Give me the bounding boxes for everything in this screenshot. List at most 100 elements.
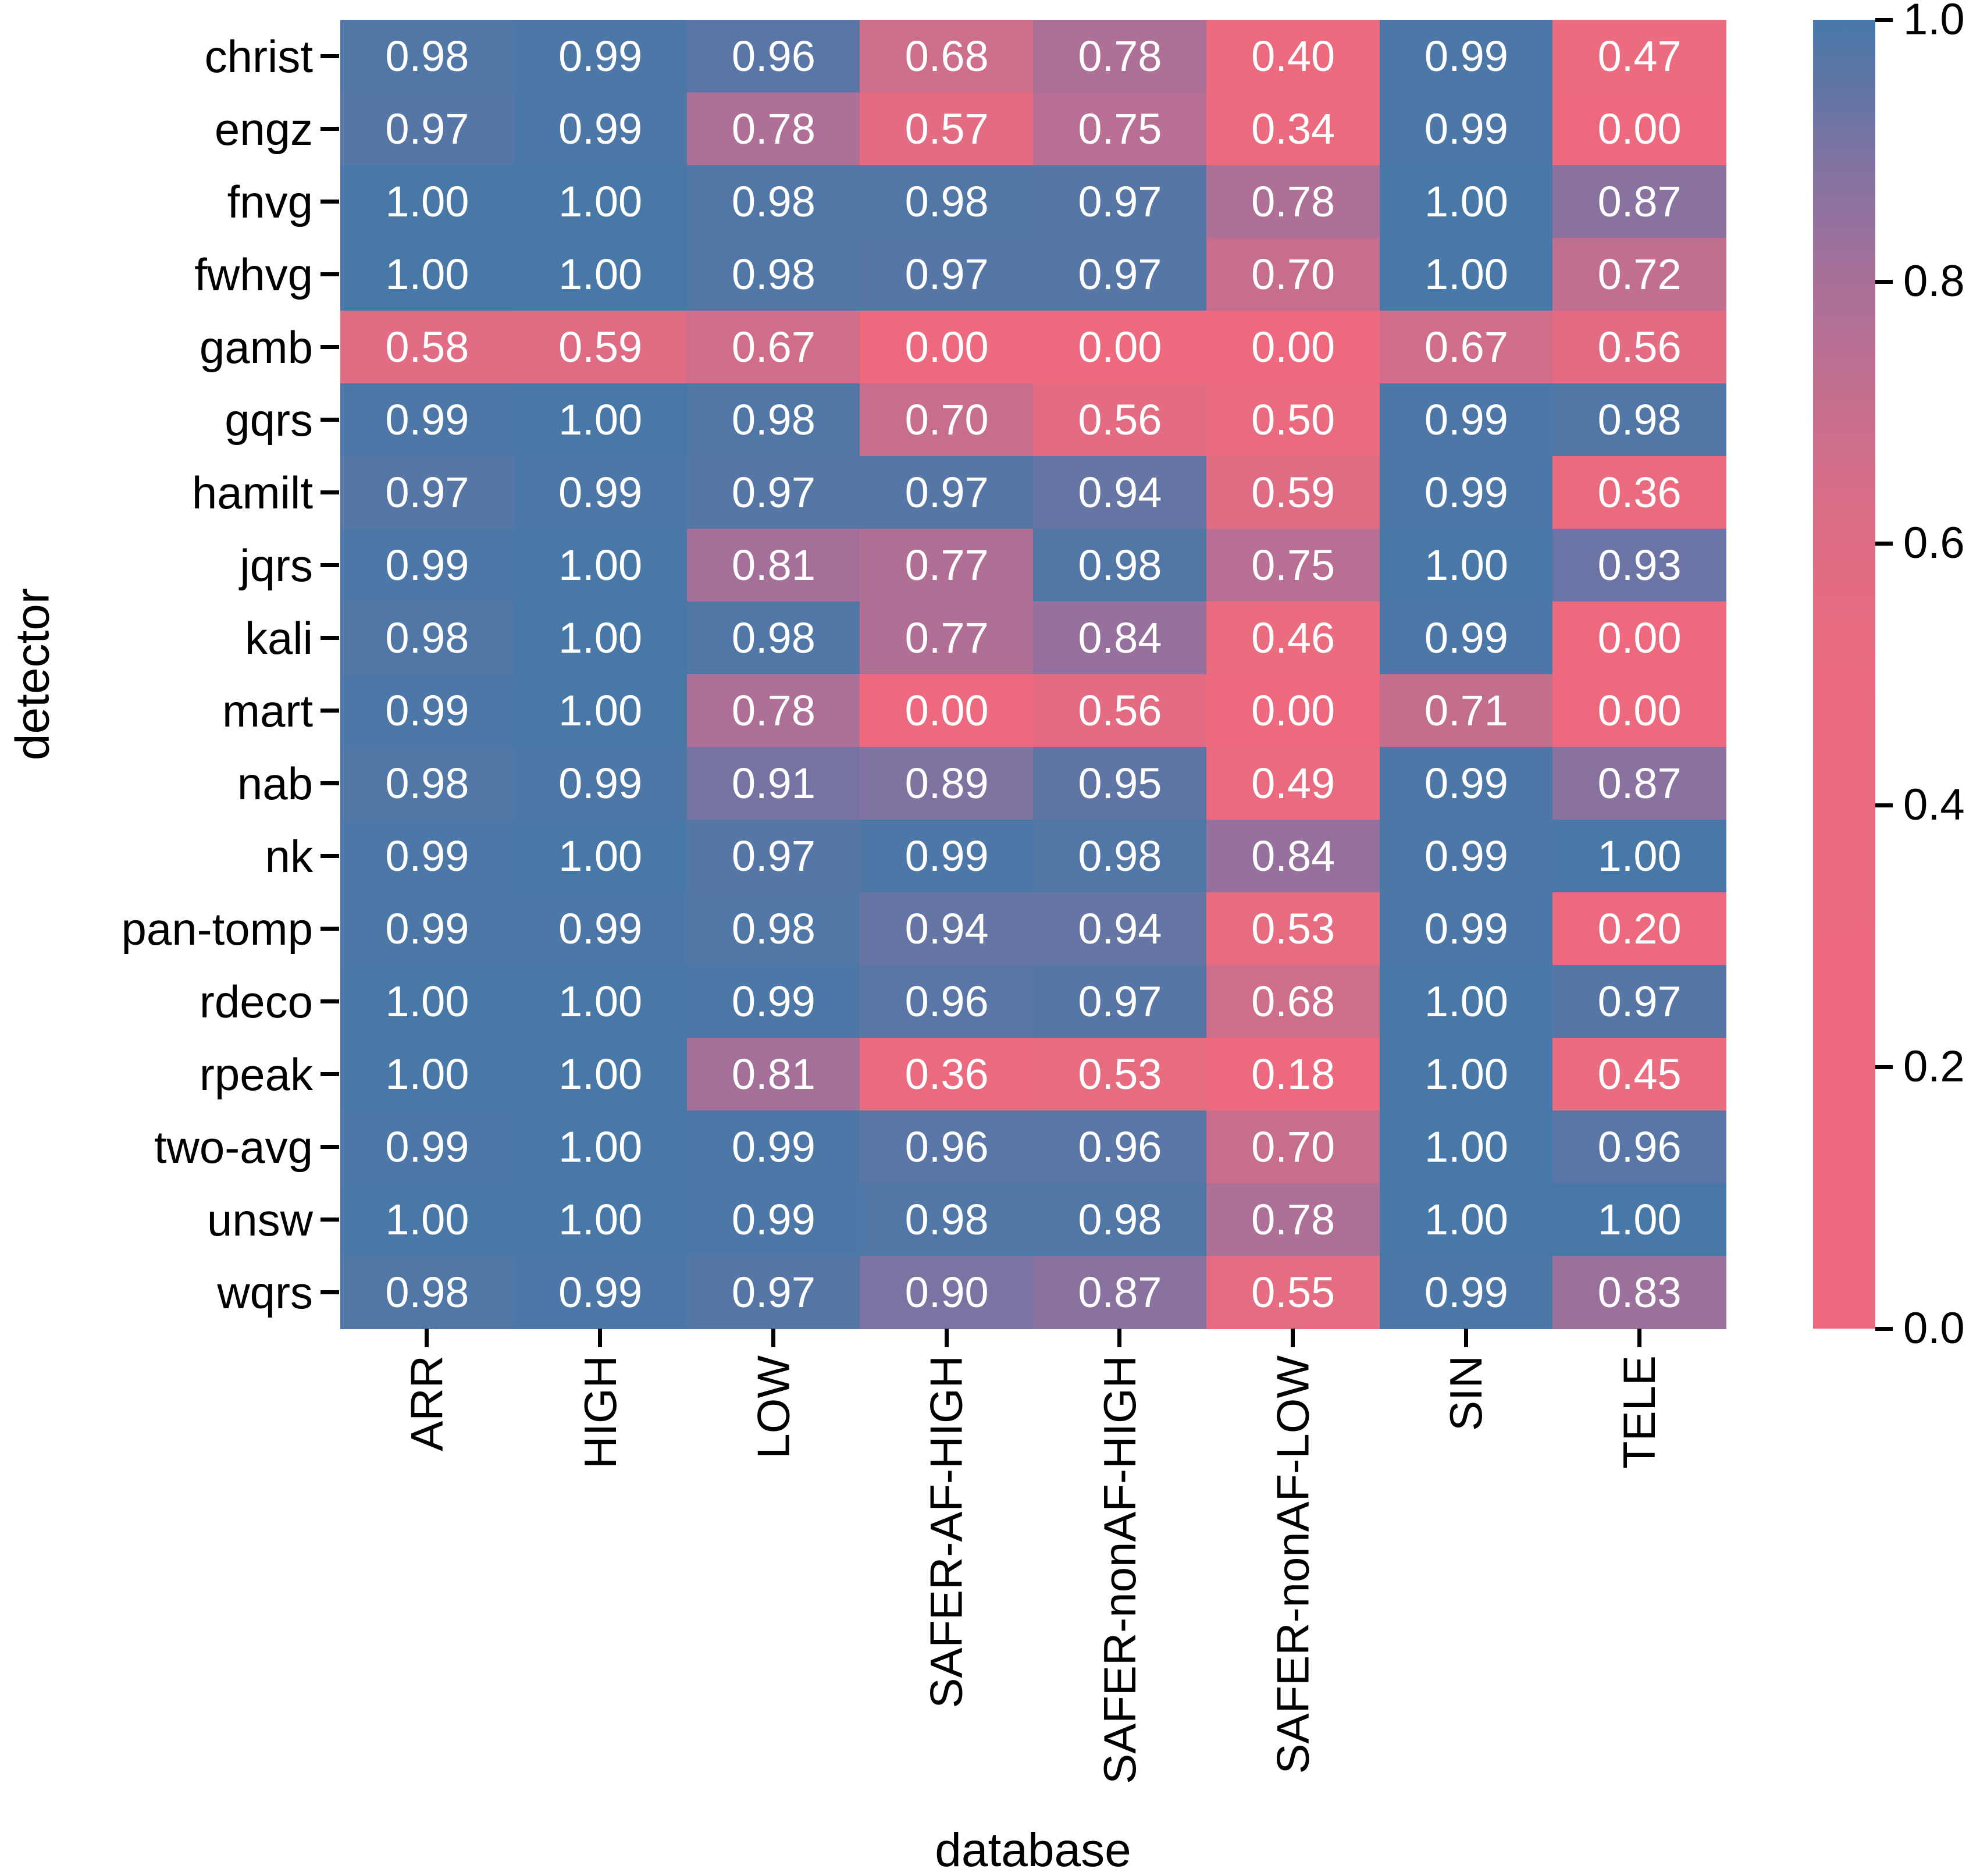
cell-value: 1.00	[558, 1050, 643, 1098]
cell-value: 0.84	[1251, 832, 1336, 880]
cell-value: 0.90	[904, 1268, 989, 1316]
heatmap-cell: 0.99	[686, 965, 861, 1038]
colorbar-tick-label: 0.8	[1903, 257, 1965, 306]
x-tick-mark	[944, 1329, 949, 1347]
cell-value: 0.70	[904, 396, 989, 444]
heatmap-cell: 0.59	[1206, 456, 1380, 529]
heatmap-cell: 0.20	[1552, 892, 1726, 966]
cell-value: 0.99	[1424, 832, 1508, 880]
cell-value: 0.99	[904, 832, 989, 880]
heatmap-cell: 1.00	[1379, 1183, 1554, 1256]
colorbar-tick-mark	[1875, 1065, 1893, 1069]
cell-value: 1.00	[1424, 250, 1508, 298]
cell-value: 0.98	[731, 905, 815, 953]
heatmap-cell: 0.97	[1033, 165, 1207, 238]
heatmap-cell: 1.00	[1552, 1183, 1726, 1256]
cell-value: 0.99	[558, 759, 643, 807]
y-tick-mark	[320, 1145, 339, 1149]
heatmap-cell: 0.98	[340, 20, 514, 93]
colorbar-tick-mark	[1875, 17, 1893, 22]
cell-value: 0.98	[385, 759, 469, 807]
cell-value: 0.99	[385, 905, 469, 953]
heatmap-cell: 0.70	[1206, 238, 1380, 311]
cell-value: 1.00	[1424, 1195, 1508, 1244]
cell-value: 0.83	[1597, 1268, 1682, 1316]
heatmap-cell: 0.99	[686, 1110, 861, 1184]
y-tick-mark	[320, 854, 339, 858]
heatmap-cell: 0.96	[686, 20, 861, 93]
cell-value: 0.98	[385, 32, 469, 80]
heatmap-cell: 0.53	[1206, 892, 1380, 966]
cell-value: 0.99	[1424, 759, 1508, 807]
heatmap-cell: 0.93	[1552, 529, 1726, 602]
cell-value: 0.99	[558, 468, 643, 517]
heatmap-cell: 0.95	[1033, 747, 1207, 820]
heatmap-cell: 0.97	[686, 1256, 861, 1329]
colorbar-tick-mark	[1875, 279, 1893, 284]
cell-value: 0.99	[385, 832, 469, 880]
heatmap-cell: 0.36	[1552, 456, 1726, 529]
colorbar-tick-label: 0.2	[1903, 1042, 1965, 1091]
heatmap-cell: 0.53	[1033, 1038, 1207, 1111]
heatmap-cell: 0.99	[1379, 20, 1554, 93]
heatmap-cell: 0.71	[1379, 674, 1554, 747]
cell-value: 0.97	[385, 105, 469, 153]
col-label: SAFER-nonAF-HIGH	[1094, 1355, 1145, 1784]
row-label: fnvg	[227, 176, 313, 227]
heatmap-cell: 0.00	[1552, 92, 1726, 166]
row-label: nab	[237, 757, 313, 809]
heatmap-cell: 0.40	[1206, 20, 1380, 93]
heatmap-cell: 1.00	[513, 1110, 688, 1184]
heatmap-cell: 0.56	[1033, 383, 1207, 457]
cell-value: 0.77	[904, 614, 989, 662]
heatmap-cell: 0.98	[1033, 529, 1207, 602]
heatmap-cell: 0.84	[1033, 601, 1207, 675]
col-label: TELE	[1614, 1355, 1665, 1469]
heatmap-cell: 0.99	[513, 747, 688, 820]
colorbar	[1813, 20, 1875, 1329]
heatmap-cell: 0.99	[1379, 601, 1554, 675]
colorbar-tick-label: 0.6	[1903, 518, 1965, 568]
row-label: rdeco	[199, 976, 313, 1027]
heatmap-cell: 0.99	[860, 820, 1034, 893]
cell-value: 0.75	[1251, 541, 1336, 589]
heatmap-cell: 0.98	[686, 383, 861, 457]
heatmap-cell: 1.00	[513, 529, 688, 602]
cell-value: 0.97	[1078, 177, 1162, 226]
row-label: nk	[265, 830, 313, 882]
cell-value: 0.47	[1597, 32, 1682, 80]
cell-value: 0.67	[1424, 323, 1508, 371]
col-label: SAFER-AF-HIGH	[921, 1355, 973, 1708]
heatmap-cell: 0.45	[1552, 1038, 1726, 1111]
heatmap-cell: 0.99	[513, 892, 688, 966]
heatmap-cell: 0.87	[1552, 747, 1726, 820]
heatmap-cell: 0.99	[340, 529, 514, 602]
cell-value: 0.56	[1078, 396, 1162, 444]
cell-value: 0.59	[558, 323, 643, 371]
heatmap-cell: 0.99	[686, 1183, 861, 1256]
cell-value: 0.55	[1251, 1268, 1336, 1316]
row-label: gqrs	[225, 394, 313, 446]
y-tick-mark	[320, 418, 339, 422]
cell-value: 0.00	[904, 323, 989, 371]
y-tick-mark	[320, 563, 339, 567]
cell-value: 0.97	[385, 468, 469, 517]
cell-value: 0.87	[1597, 177, 1682, 226]
row-label: unsw	[206, 1194, 313, 1245]
cell-value: 0.67	[731, 323, 815, 371]
cell-value: 0.00	[1597, 105, 1682, 153]
cell-value: 0.70	[1251, 250, 1336, 298]
heatmap-cell: 1.00	[513, 165, 688, 238]
cell-value: 0.59	[1251, 468, 1336, 517]
heatmap-cell: 0.98	[1033, 820, 1207, 893]
heatmap-cell: 0.18	[1206, 1038, 1380, 1111]
heatmap-cell: 1.00	[340, 1038, 514, 1111]
colorbar-tick-mark	[1875, 1326, 1893, 1331]
cell-value: 1.00	[385, 1195, 469, 1244]
heatmap-cell: 0.99	[340, 383, 514, 457]
cell-value: 0.99	[558, 105, 643, 153]
row-label: mart	[222, 685, 313, 736]
col-label: HIGH	[574, 1355, 626, 1469]
y-tick-mark	[320, 127, 339, 131]
heatmap-cell: 0.97	[686, 456, 861, 529]
